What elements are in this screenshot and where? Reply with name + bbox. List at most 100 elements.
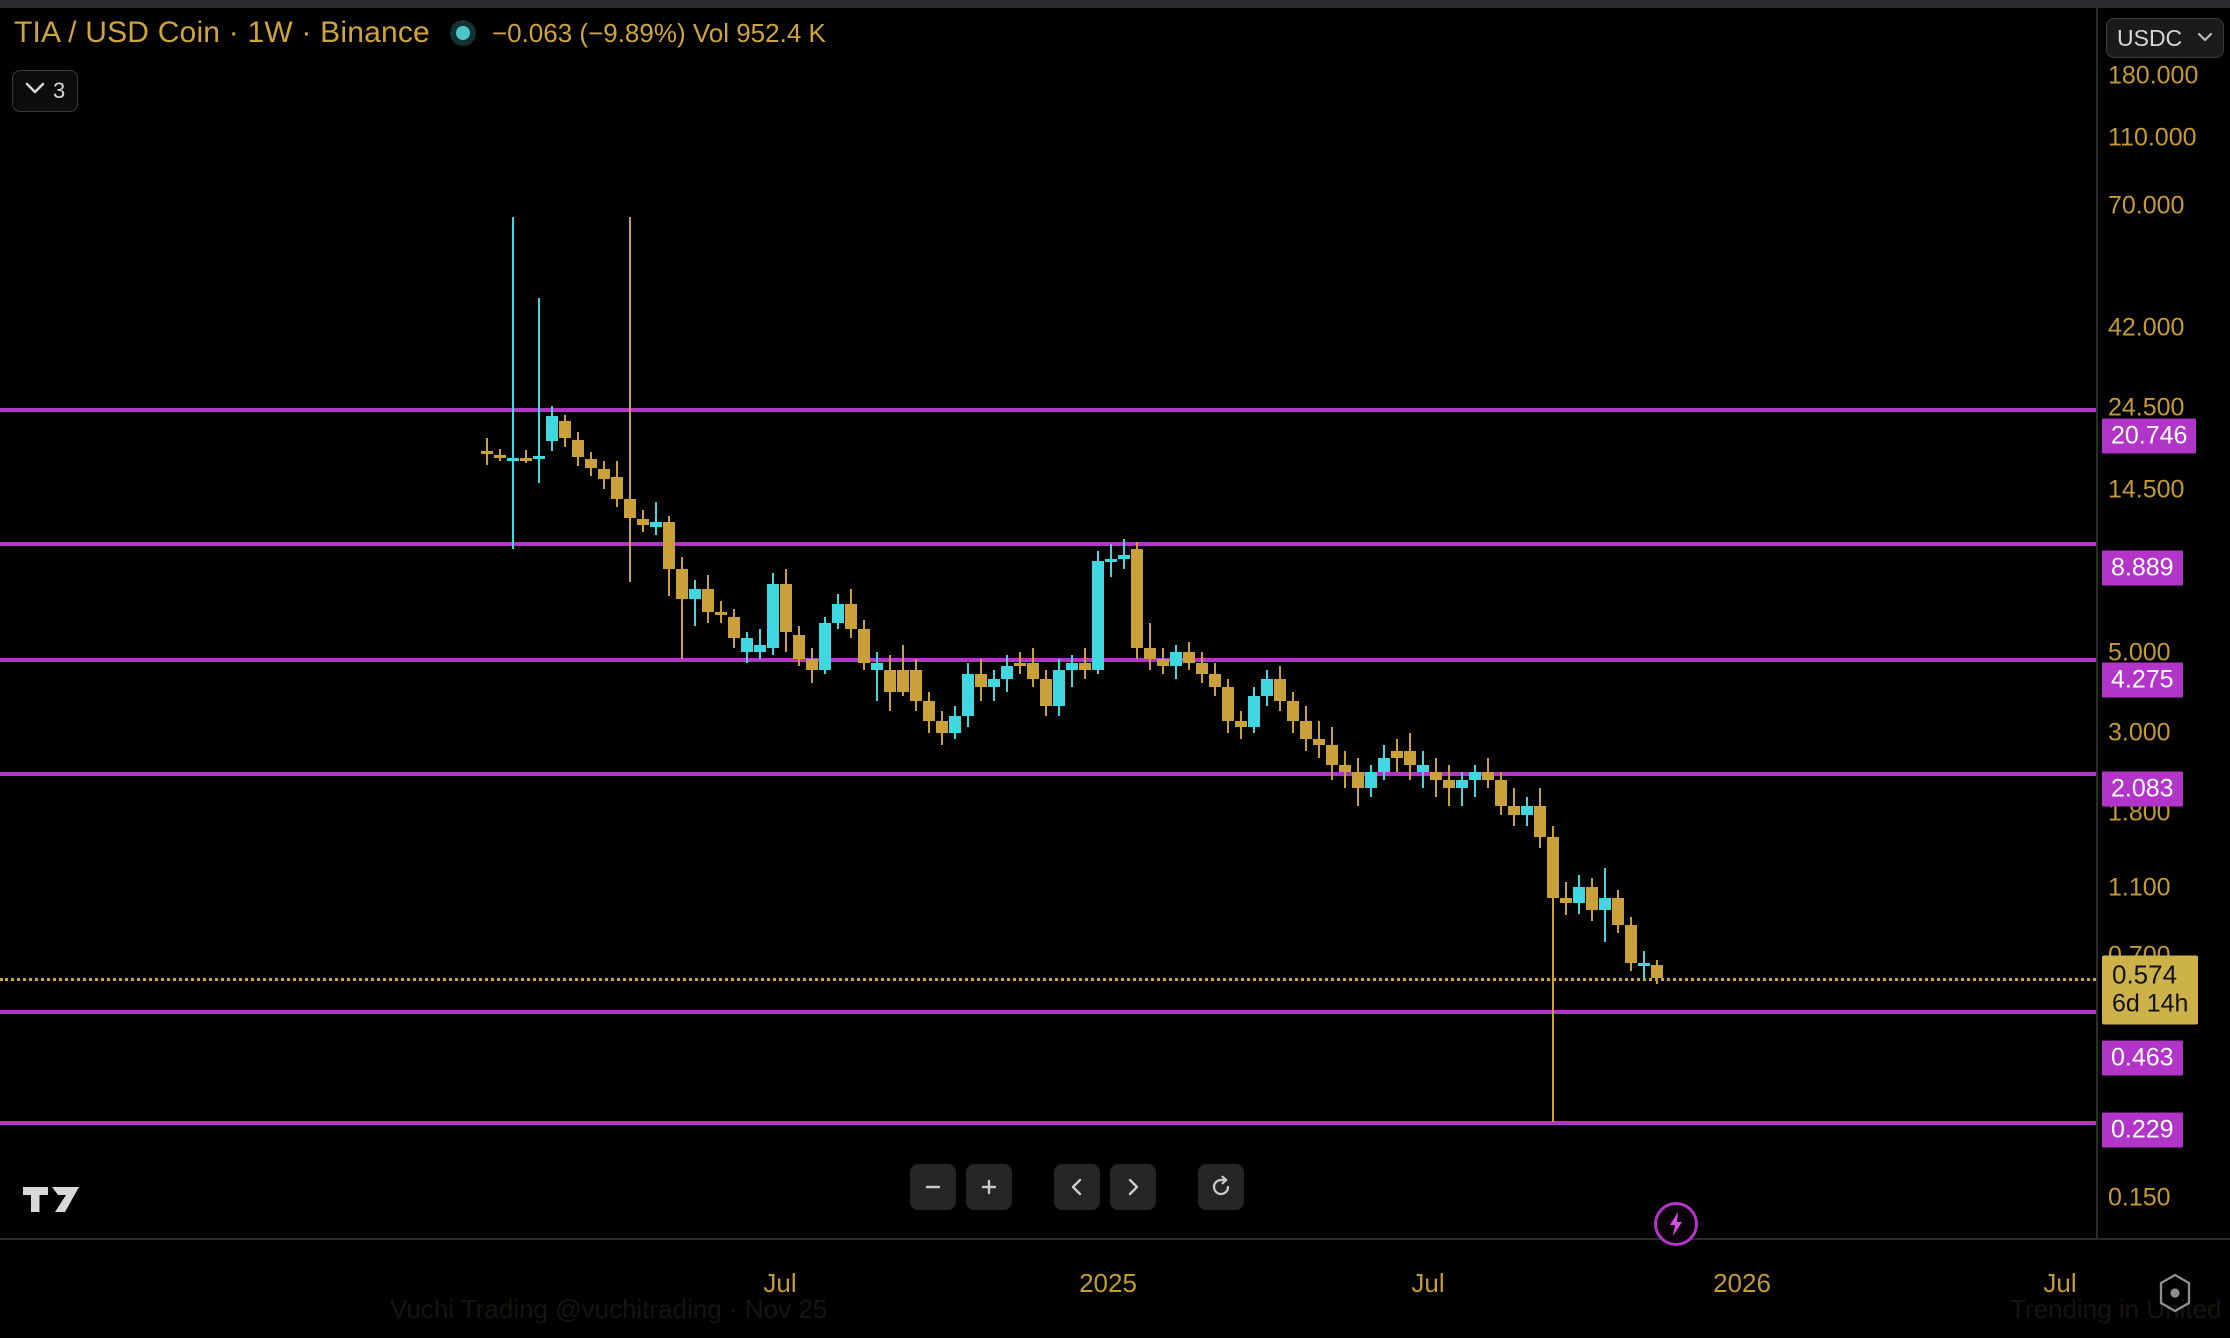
- currency-select[interactable]: USDC: [2106, 18, 2224, 58]
- price-level-pill[interactable]: 0.229: [2102, 1112, 2183, 1148]
- candle-body: [1326, 744, 1338, 765]
- candle-body: [1222, 687, 1234, 722]
- reset-chart-button[interactable]: [1198, 1164, 1244, 1210]
- candle-body: [936, 721, 948, 733]
- chart-settings-button[interactable]: [2152, 1270, 2198, 1316]
- candlestick: [975, 8, 987, 1238]
- candlestick: [1586, 8, 1598, 1238]
- zoom-out-button[interactable]: [910, 1164, 956, 1210]
- window-titlebar-strip: [0, 0, 2230, 8]
- price-level-line[interactable]: [0, 542, 2096, 547]
- candle-body: [1066, 662, 1078, 671]
- candle-body: [988, 678, 1000, 688]
- price-level-pill[interactable]: 4.275: [2102, 662, 2183, 698]
- scroll-right-button[interactable]: [1110, 1164, 1156, 1210]
- candlestick: [949, 8, 961, 1238]
- current-price-pill[interactable]: 0.574 6d 14h: [2102, 955, 2199, 1025]
- candle-wick: [876, 651, 878, 701]
- candle-body: [1586, 886, 1598, 910]
- candle-body: [858, 628, 870, 663]
- price-level-line[interactable]: [0, 657, 2096, 662]
- candle-body: [1248, 696, 1260, 727]
- candle-wick: [1552, 825, 1554, 1123]
- candle-body: [1261, 678, 1273, 697]
- chevron-down-icon: [25, 82, 45, 100]
- price-level-line[interactable]: [0, 771, 2096, 776]
- candlestick: [819, 8, 831, 1238]
- candlestick: [754, 8, 766, 1238]
- candle-wick: [1123, 538, 1125, 569]
- candlestick: [832, 8, 844, 1238]
- price-level-line[interactable]: [0, 1121, 2096, 1126]
- candlestick: [1001, 8, 1013, 1238]
- candle-body: [1209, 674, 1221, 688]
- candle-body: [689, 588, 701, 599]
- candlestick: [1404, 8, 1416, 1238]
- chart-plot-area[interactable]: [0, 8, 2096, 1238]
- price-level-pill[interactable]: 8.889: [2102, 550, 2183, 586]
- tradingview-logo[interactable]: [22, 1186, 80, 1220]
- candlestick: [1313, 8, 1325, 1238]
- candlestick: [1014, 8, 1026, 1238]
- price-axis[interactable]: USDC 180.000 110.000 70.000 42.000 24.500 14.…: [2096, 8, 2230, 1338]
- candle-body: [1014, 662, 1026, 667]
- candle-body: [1391, 751, 1403, 758]
- candlestick: [494, 8, 506, 1238]
- candlestick: [1235, 8, 1247, 1238]
- candlestick: [1105, 8, 1117, 1238]
- price-axis-tick: 0.150: [2108, 1183, 2171, 1212]
- candlestick: [1092, 8, 1104, 1238]
- symbol-title[interactable]: TIA / USD Coin · 1W · Binance: [14, 16, 430, 49]
- chart-toolbar: [910, 1164, 1244, 1210]
- price-level-pill[interactable]: 20.746: [2102, 418, 2197, 454]
- candle-body: [806, 658, 818, 671]
- candle-body: [494, 455, 506, 459]
- candlestick: [897, 8, 909, 1238]
- scroll-left-button[interactable]: [1054, 1164, 1100, 1210]
- candle-body: [1027, 662, 1039, 679]
- candle-body: [702, 588, 714, 612]
- candle-body: [910, 670, 922, 701]
- chevron-down-icon: [2197, 29, 2213, 47]
- chevron-right-icon: [1128, 1178, 1139, 1196]
- candlestick: [1534, 8, 1546, 1238]
- price-level-line[interactable]: [0, 407, 2096, 412]
- time-axis-tick: Jul: [1411, 1268, 1445, 1298]
- candle-body: [1053, 670, 1065, 706]
- time-axis[interactable]: Jul 2025 Jul 2026 Jul: [0, 1238, 2230, 1338]
- legend-collapse-button[interactable]: 3: [12, 70, 79, 112]
- time-axis-tick: 2026: [1713, 1268, 1771, 1298]
- candlestick: [923, 8, 935, 1238]
- lightning-event-marker[interactable]: [1654, 1202, 1698, 1246]
- candle-body: [715, 611, 727, 615]
- candlestick: [546, 8, 558, 1238]
- candlestick: [1469, 8, 1481, 1238]
- candle-body: [1534, 805, 1546, 837]
- candle-body: [871, 662, 883, 671]
- candlestick: [598, 8, 610, 1238]
- current-price-value: 0.574: [2112, 959, 2178, 990]
- candlestick: [1261, 8, 1273, 1238]
- price-change-stats: −0.063 (−9.89%) Vol 952.4 K: [491, 17, 826, 48]
- price-level-line[interactable]: [0, 1009, 2096, 1014]
- candle-body: [1274, 678, 1286, 701]
- candle-body: [1235, 721, 1247, 727]
- candle-body: [1352, 772, 1364, 789]
- candle-body: [1443, 780, 1455, 789]
- candle-wick: [629, 217, 631, 582]
- candlestick: [559, 8, 571, 1238]
- candle-body: [923, 700, 935, 722]
- price-level-pill[interactable]: 0.463: [2102, 1040, 2183, 1076]
- candle-body: [676, 568, 688, 599]
- price-axis-tick: 180.000: [2108, 61, 2199, 90]
- price-level-pill[interactable]: 2.083: [2102, 771, 2183, 807]
- time-axis-tick: 2025: [1079, 1268, 1137, 1298]
- candle-body: [585, 459, 597, 468]
- candlestick: [1573, 8, 1585, 1238]
- candlestick: [1222, 8, 1234, 1238]
- zoom-in-button[interactable]: [966, 1164, 1012, 1210]
- bar-countdown: 6d 14h: [2112, 989, 2189, 1018]
- candle-body: [1651, 965, 1663, 978]
- candle-wick: [512, 217, 514, 550]
- price-axis-tick: 3.000: [2108, 718, 2171, 747]
